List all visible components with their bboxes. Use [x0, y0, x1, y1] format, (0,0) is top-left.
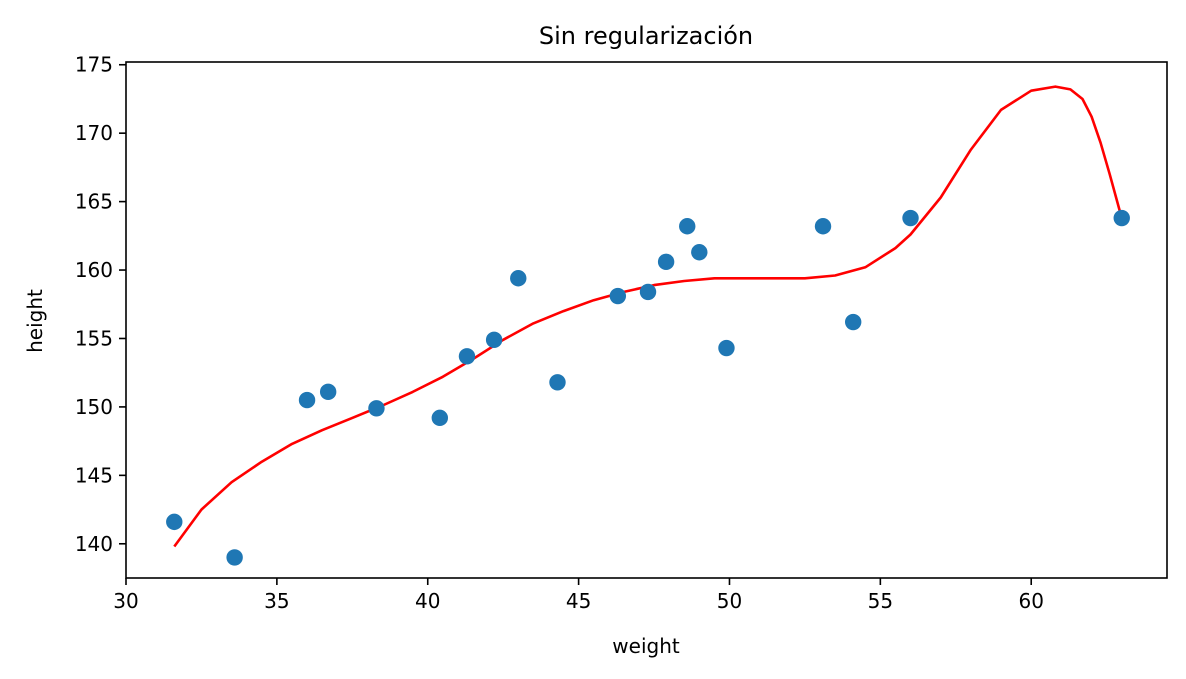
y-tick-label: 150 — [75, 395, 113, 419]
data-point — [1113, 209, 1130, 227]
x-tick-label: 55 — [868, 589, 893, 613]
data-point — [844, 313, 862, 331]
data-point — [609, 287, 627, 305]
x-tick-label: 35 — [264, 589, 289, 613]
data-point — [166, 513, 183, 531]
x-tick-label: 40 — [415, 589, 440, 613]
data-point — [639, 283, 657, 301]
data-point — [458, 348, 476, 365]
x-tick-label: 30 — [113, 589, 138, 613]
y-tick-label: 160 — [75, 258, 113, 282]
data-point — [485, 331, 503, 349]
data-point — [718, 339, 735, 357]
chart-title: Sin regularización — [539, 22, 753, 50]
y-tick-label: 165 — [75, 190, 113, 214]
y-tick-label: 155 — [75, 326, 113, 350]
plot-area: 30 35 40 45 50 55 60 140 145 150 155 160 165 170 175 — [75, 53, 1168, 613]
data-point — [657, 253, 675, 271]
x-tick-label: 50 — [717, 589, 742, 613]
y-tick-label: 175 — [75, 53, 113, 77]
y-axis-label: height — [23, 289, 47, 353]
x-tick-label: 45 — [566, 589, 591, 613]
data-point — [298, 391, 316, 409]
data-point — [226, 549, 243, 566]
y-tick-label: 145 — [75, 463, 113, 487]
data-point — [319, 383, 337, 401]
data-point — [431, 409, 449, 427]
y-tick-label: 170 — [75, 121, 113, 145]
x-axis-label: weight — [612, 634, 680, 658]
x-tick-label: 60 — [1018, 589, 1043, 613]
data-point — [549, 374, 566, 391]
y-tick-label: 140 — [75, 532, 113, 556]
data-point — [691, 244, 708, 261]
data-point — [814, 218, 832, 235]
data-point — [902, 209, 919, 227]
data-point — [679, 218, 696, 235]
data-point — [368, 400, 385, 417]
plot-frame — [125, 61, 1168, 579]
fit-curve — [173, 85, 1123, 548]
data-point — [510, 270, 527, 287]
